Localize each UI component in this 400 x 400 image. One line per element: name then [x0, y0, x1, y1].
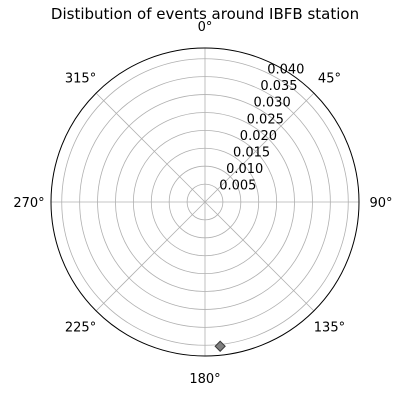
data-point [214, 340, 226, 352]
theta-gridline-135 [204, 201, 315, 312]
theta-tick-labels: 0° 45° 90° 135° 180° 225° 270° 315° [13, 20, 392, 387]
r-tick-label: 0.030 [254, 96, 291, 111]
theta-gridline-45 [204, 92, 315, 203]
r-gridline-7 [61, 58, 349, 346]
polar-grid [51, 48, 359, 356]
r-tick-label: 0.015 [233, 145, 270, 160]
theta-tick-label: 270° [13, 196, 44, 211]
chart-title: Distibution of events around IBFB statio… [51, 5, 359, 23]
data-points [214, 340, 226, 352]
r-tick-label: 0.035 [260, 79, 297, 94]
r-tick-label: 0.025 [247, 112, 284, 127]
theta-tick-label: 315° [65, 72, 96, 87]
r-tick-label: 0.020 [240, 129, 277, 144]
r-gridline-1 [168, 165, 242, 239]
r-gridline-2 [150, 147, 260, 257]
r-gridline-0 [186, 183, 224, 221]
r-gridline-4 [115, 112, 295, 292]
r-gridline-6 [79, 76, 331, 328]
r-tick-label: 0.005 [219, 178, 256, 193]
r-gridline-5 [97, 94, 313, 310]
theta-gridline-225 [95, 201, 206, 312]
theta-tick-label: 180° [189, 372, 220, 387]
r-tick-label: 0.010 [226, 162, 263, 177]
theta-tick-label: 0° [198, 20, 213, 35]
theta-tick-label: 45° [318, 72, 341, 87]
theta-tick-label: 225° [65, 320, 96, 335]
polar-frame [50, 47, 360, 357]
r-gridline-3 [132, 129, 278, 275]
r-tick-label: 0.040 [267, 63, 304, 78]
polar-spine [50, 47, 360, 357]
theta-gridline-315 [95, 92, 206, 203]
theta-tick-label: 90° [369, 196, 392, 211]
theta-tick-label: 135° [314, 320, 345, 335]
